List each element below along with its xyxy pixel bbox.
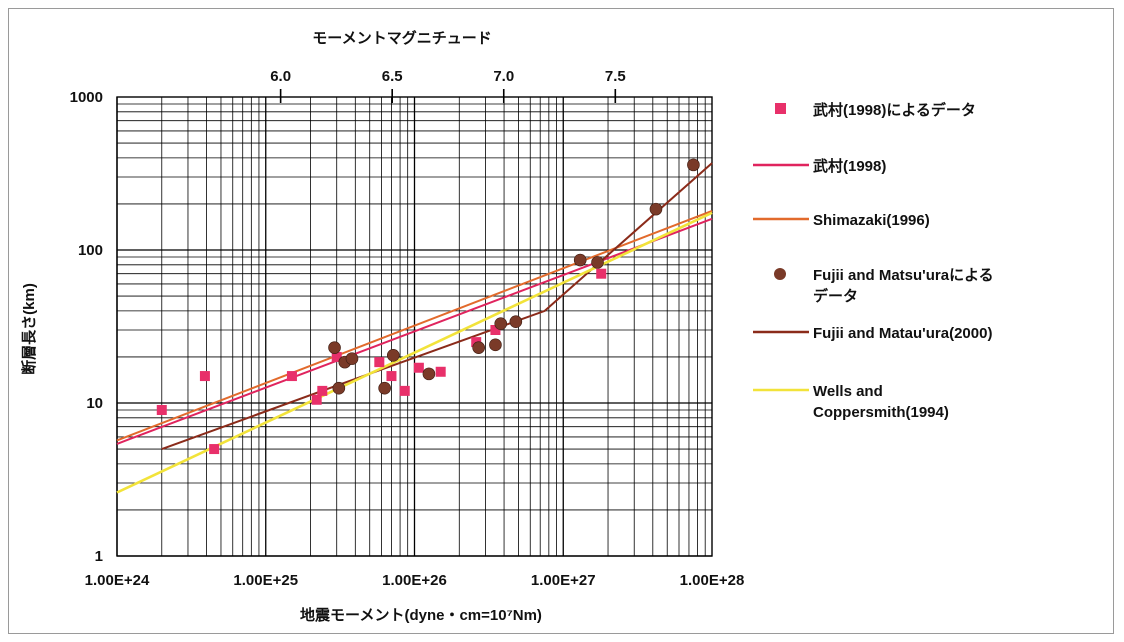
data-point-square (435, 366, 446, 377)
data-point-circle (591, 256, 604, 269)
data-point-square (199, 371, 210, 382)
data-point-square (317, 385, 328, 396)
x-tick-label: 1.00E+27 (531, 572, 596, 589)
x-tick-label: 1.00E+24 (85, 572, 150, 589)
series-line (116, 209, 713, 442)
x-tick-label: 1.00E+25 (233, 572, 298, 589)
data-marks (116, 158, 713, 494)
legend-label: Shimazaki(1996) (813, 212, 930, 229)
y-tick-label: 10 (86, 395, 103, 412)
legend-label: Fujii and Matsu'uraによる (813, 267, 994, 284)
data-point-square (156, 405, 167, 416)
legend-label: Coppersmith(1994) (813, 404, 949, 421)
data-point-circle (378, 381, 391, 395)
series-line (161, 162, 713, 451)
legend-label: Wells and (813, 383, 883, 400)
data-point-circle (332, 381, 346, 395)
plot-border (116, 96, 713, 557)
data-point-circle (573, 253, 587, 267)
y-tick-label: 1 (95, 548, 103, 565)
y-axis-title: 断層長さ(km) (20, 283, 38, 375)
data-point-square (399, 385, 410, 396)
top-tick-label: 7.5 (605, 68, 626, 85)
data-point-square (311, 394, 322, 405)
data-point-square (286, 371, 297, 382)
x-axis-title: 地震モーメント(dyne・cm=10⁷Nm) (300, 606, 542, 624)
data-point-circle (422, 367, 436, 381)
legend-label: Fujii and Matau'ura(2000) (813, 325, 992, 342)
data-point-square (209, 444, 220, 455)
data-point-circle (345, 352, 359, 365)
series-line (116, 217, 713, 445)
data-point-square (386, 371, 397, 382)
data-point-circle (687, 158, 700, 172)
legend-label: 武村(1998) (813, 157, 886, 175)
data-point-circle (649, 202, 663, 216)
data-point-circle (489, 338, 502, 352)
top-tick-label: 7.0 (493, 68, 514, 85)
data-point-square (413, 362, 424, 373)
legend-marker-square (775, 103, 786, 114)
legend-label: データ (813, 287, 858, 305)
x-tick-label: 1.00E+26 (382, 572, 447, 589)
chart-frame: 1.00E+24 1.00E+25 1.00E+26 1.00E+27 1.00E+28… (8, 8, 1114, 634)
data-point-square (596, 268, 607, 279)
legend-marker-circle (774, 268, 786, 280)
data-point-circle (494, 317, 508, 330)
axes: 1.00E+24 1.00E+25 1.00E+26 1.00E+27 1.00E+28… (70, 68, 745, 589)
chart-svg: 1.00E+24 1.00E+25 1.00E+26 1.00E+27 1.00E+28… (20, 29, 994, 624)
x-tick-label: 1.00E+28 (680, 572, 745, 589)
data-point-circle (386, 349, 400, 362)
data-point-square (331, 351, 342, 362)
data-point-circle (472, 341, 485, 354)
data-point-square (490, 325, 501, 336)
data-point-circle (328, 341, 341, 354)
y-tick-label: 1000 (70, 89, 103, 106)
top-axis-title: モーメントマグニチュード (312, 29, 491, 47)
legend-label: 武村(1998)によるデータ (813, 101, 976, 119)
plot-grid (116, 97, 712, 557)
data-point-square (374, 357, 385, 368)
top-tick-label: 6.0 (270, 68, 291, 85)
y-tick-label: 100 (78, 242, 103, 259)
data-point-circle (509, 315, 523, 328)
top-tick-label: 6.5 (382, 68, 403, 85)
